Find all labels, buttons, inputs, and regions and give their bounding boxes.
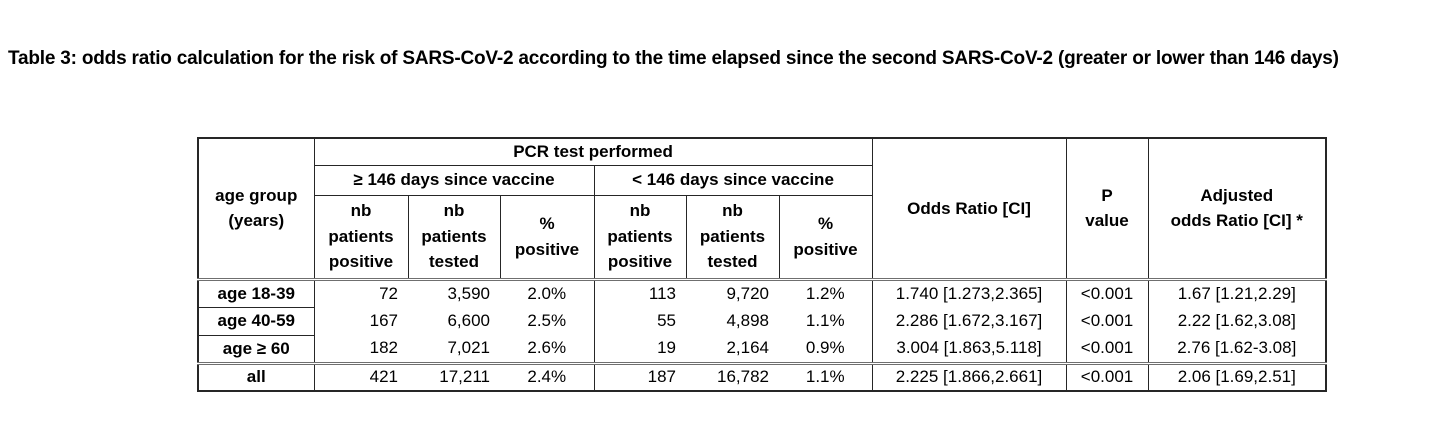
header-ge-146-days: ≥ 146 days since vaccine [313,164,595,196]
data-cell: 1.1% [779,361,873,391]
p-value-cell: <0.001 [1066,307,1149,335]
data-cell: 7,021 [408,335,500,363]
data-cell: 2,164 [686,335,779,363]
data-cell: 6,600 [408,307,500,335]
table-row-age-18-39: age 18-39 72 3,590 2.0% 113 9,720 1.2% 1… [198,279,1327,308]
odds-ratio-cell: 2.225 [1.866,2.661] [872,361,1067,391]
table-row-age-60-plus: age ≥ 60 182 7,021 2.6% 19 2,164 0.9% 3.… [198,335,1327,363]
adjusted-odds-ratio-cell: 2.22 [1.62,3.08] [1148,307,1327,335]
header-odds-ratio-ci: Odds Ratio [CI] [871,137,1067,281]
header-ge-nb-patients-tested: nb patients tested [407,194,501,281]
header-pcr-test-performed: PCR test performed [313,137,873,166]
table-caption: Table 3: odds ratio calculation for the … [8,48,1339,69]
header-ge-pct-positive: % positive [499,194,595,281]
data-cell: 9,720 [686,279,779,307]
data-cell: 55 [594,307,686,335]
data-cell: 16,782 [686,361,779,391]
row-label-cell: age 40-59 [198,307,315,336]
data-cell: 2.5% [500,307,595,335]
row-label-cell: age ≥ 60 [198,335,315,363]
odds-ratio-cell: 2.286 [1.672,3.167] [872,307,1067,335]
header-age-group: age group (years) [197,137,315,281]
data-cell: 3,590 [408,279,500,307]
header-row-top: age group (years) PCR test performed Odd… [197,137,1327,281]
header-lt-pct-positive: % positive [778,194,873,281]
p-value-cell: <0.001 [1066,335,1149,363]
header-ge-nb-patients-positive: nb patients positive [313,194,409,281]
table-row-all: all 421 17,211 2.4% 187 16,782 1.1% 2.22… [198,361,1327,391]
table-body: age 18-39 72 3,590 2.0% 113 9,720 1.2% 1… [198,279,1327,391]
data-cell: 19 [594,335,686,363]
header-lt-146-days: < 146 days since vaccine [593,164,873,196]
table-row-age-40-59: age 40-59 167 6,600 2.5% 55 4,898 1.1% 2… [198,307,1327,336]
adjusted-odds-ratio-cell: 1.67 [1.21,2.29] [1148,279,1327,307]
odds-ratio-table: age group (years) PCR test performed Odd… [197,137,1328,392]
data-cell: 2.6% [500,335,595,363]
data-cell: 1.2% [779,279,873,307]
header-adjusted-odds-ratio-ci: Adjusted odds Ratio [CI] * [1147,137,1327,281]
header-row-groups: ≥ 146 days since vaccine < 146 days sinc… [198,164,1326,196]
data-cell: 187 [594,361,686,391]
header-p-value: P value [1065,137,1149,281]
header-lt-nb-patients-positive: nb patients positive [593,194,687,281]
header-row-subcolumns: nb patients positive nb patients tested … [198,194,1326,281]
data-cell: 113 [594,279,686,307]
odds-ratio-cell: 1.740 [1.273,2.365] [872,279,1067,307]
data-cell: 182 [314,335,408,363]
row-label-cell: age 18-39 [198,279,315,308]
adjusted-odds-ratio-cell: 2.06 [1.69,2.51] [1148,361,1327,391]
p-value-cell: <0.001 [1066,361,1149,391]
adjusted-odds-ratio-cell: 2.76 [1.62-3.08] [1148,335,1327,363]
data-cell: 17,211 [408,361,500,391]
odds-ratio-cell: 3.004 [1.863,5.118] [872,335,1067,363]
data-cell: 4,898 [686,307,779,335]
table-header: age group (years) PCR test performed Odd… [197,137,1327,281]
data-cell: 167 [314,307,408,335]
data-cell: 2.4% [500,361,595,391]
row-label-cell: all [198,361,315,391]
header-lt-nb-patients-tested: nb patients tested [685,194,780,281]
data-cell: 0.9% [779,335,873,363]
data-cell: 421 [314,361,408,391]
data-cell: 1.1% [779,307,873,335]
data-cell: 72 [314,279,408,307]
data-cell: 2.0% [500,279,595,307]
p-value-cell: <0.001 [1066,279,1149,307]
